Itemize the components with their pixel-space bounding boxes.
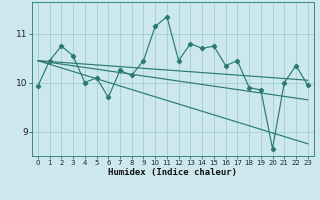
X-axis label: Humidex (Indice chaleur): Humidex (Indice chaleur) xyxy=(108,168,237,177)
